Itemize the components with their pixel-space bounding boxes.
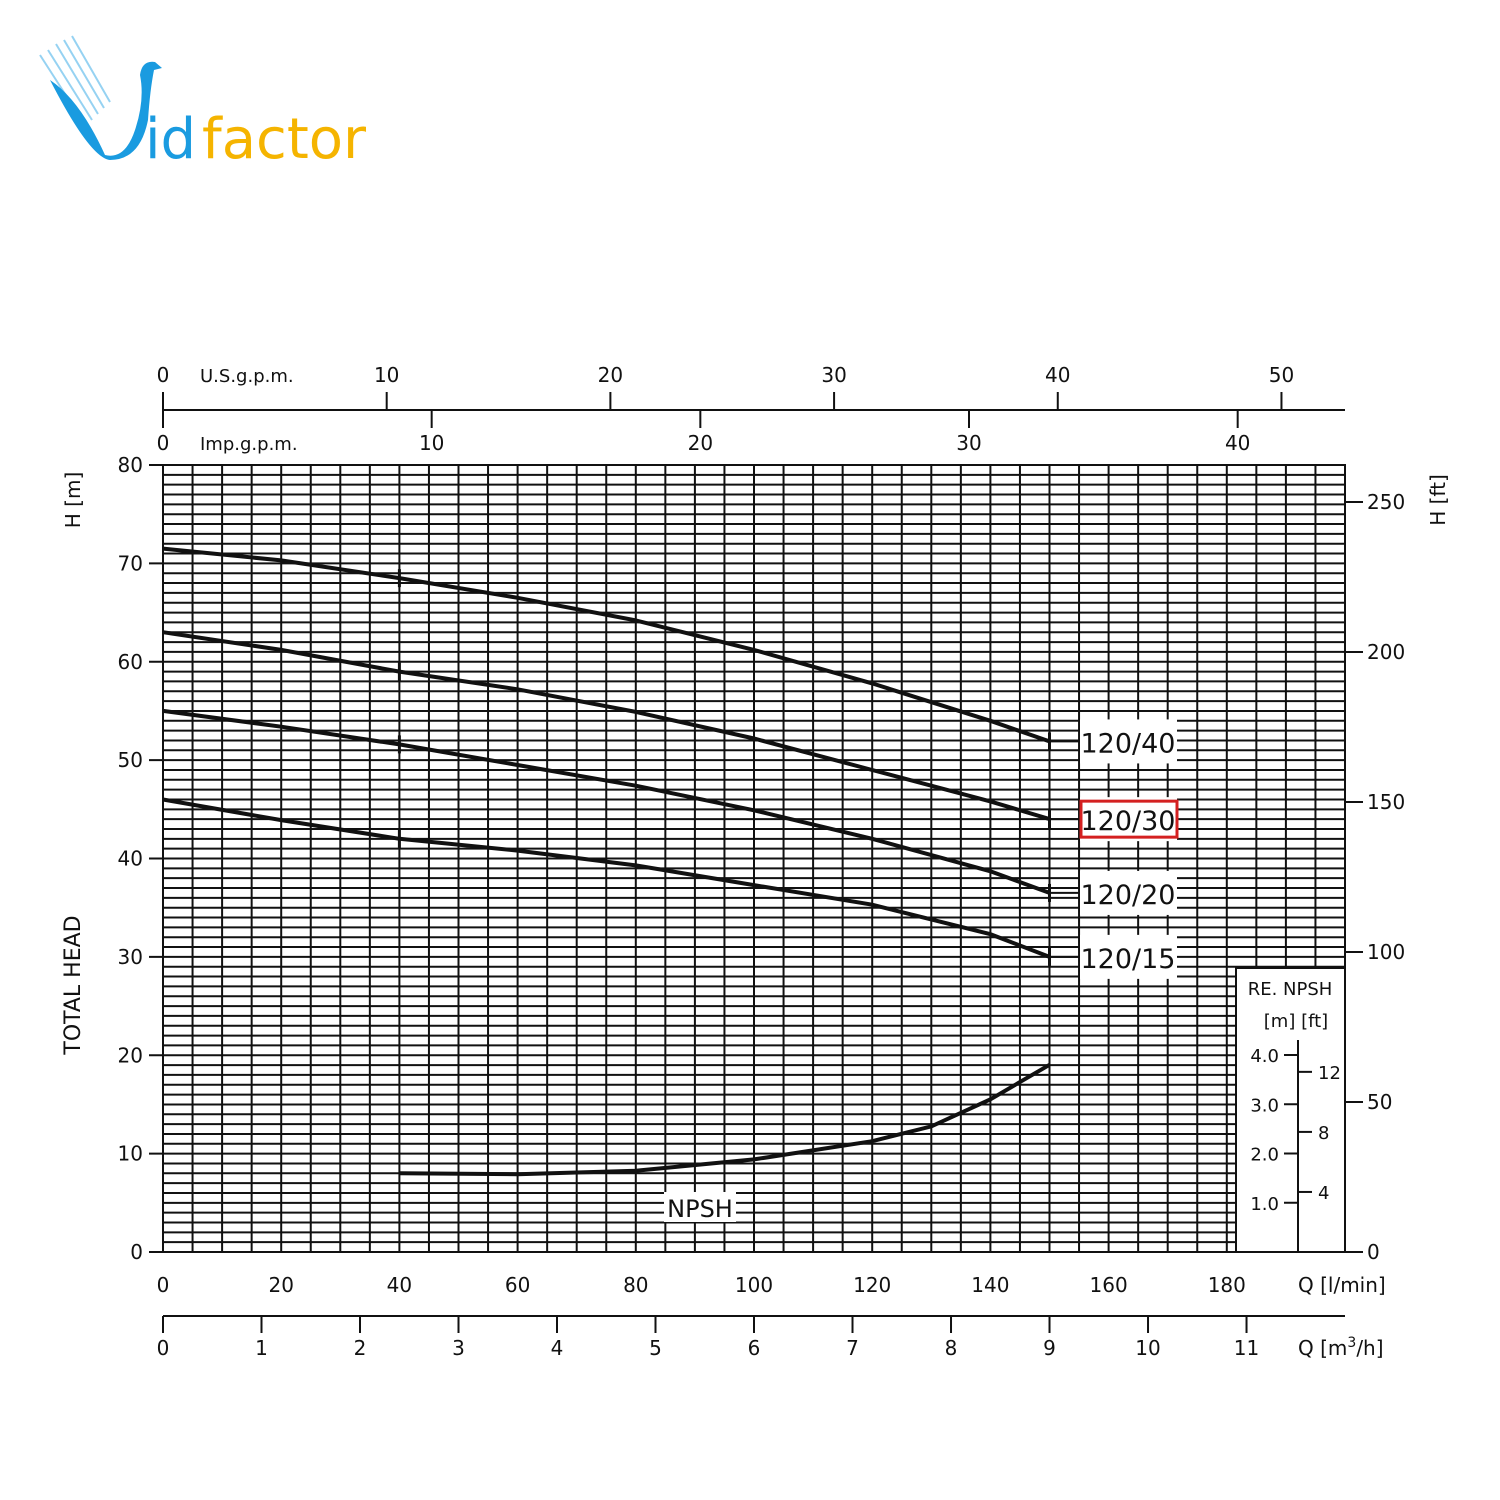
curve-label-120-30: 120/30 bbox=[1081, 806, 1176, 837]
curve-label-bg bbox=[1080, 934, 1177, 979]
us-gpm-tick-label: 50 bbox=[1269, 363, 1294, 387]
vidfactor-logo: id factor bbox=[39, 35, 367, 170]
npsh-m-tick-label: 2.0 bbox=[1250, 1145, 1279, 1166]
y-right-tick-label: 50 bbox=[1367, 1090, 1392, 1114]
m3h-axis-label-end: /h] bbox=[1356, 1336, 1383, 1360]
y-tick-label: 70 bbox=[118, 551, 143, 575]
m3h-tick-label: 8 bbox=[945, 1336, 958, 1360]
y-right-tick-label: 100 bbox=[1367, 940, 1405, 964]
x-tick-label: 0 bbox=[157, 1273, 170, 1297]
curve-label-120-20: 120/20 bbox=[1081, 880, 1176, 911]
m3h-axis-label-sup: 3 bbox=[1347, 1335, 1356, 1351]
y-right-tick-label: 150 bbox=[1367, 790, 1405, 814]
npsh-label-bg bbox=[664, 1192, 736, 1222]
m3h-tick-label: 11 bbox=[1234, 1336, 1259, 1360]
logo-bird-icon bbox=[39, 35, 162, 160]
m3h-tick-label: 3 bbox=[452, 1336, 465, 1360]
y-tick-label: 30 bbox=[118, 945, 143, 969]
y-right-tick-label: 250 bbox=[1367, 490, 1405, 514]
m3h-tick-label: 4 bbox=[551, 1336, 564, 1360]
m3h-tick-label: 7 bbox=[846, 1336, 859, 1360]
npsh-inset-title: RE. NPSH bbox=[1248, 979, 1333, 1000]
npsh-curve bbox=[399, 1063, 1051, 1177]
y-right-tick-label: 0 bbox=[1367, 1240, 1380, 1264]
us-gpm-tick-label: 20 bbox=[598, 363, 623, 387]
us-gpm-tick-label: 30 bbox=[821, 363, 846, 387]
x-tick-label: 140 bbox=[971, 1273, 1009, 1297]
y-tick-label: 60 bbox=[118, 650, 143, 674]
x-tick-label: 180 bbox=[1208, 1273, 1246, 1297]
imp-gpm-tick-label: 40 bbox=[1225, 431, 1250, 455]
m3h-tick-label: 6 bbox=[748, 1336, 761, 1360]
m3h-tick-label: 5 bbox=[649, 1336, 662, 1360]
y-tick-label: 0 bbox=[130, 1240, 143, 1264]
y-tick-label: 80 bbox=[118, 453, 143, 477]
m3h-axis-label: Q [m3/h] bbox=[1298, 1335, 1384, 1360]
x-tick-label: 20 bbox=[268, 1273, 293, 1297]
x-axis-label: Q [l/min] bbox=[1298, 1273, 1386, 1297]
x-tick-label: 160 bbox=[1090, 1273, 1128, 1297]
curve-label-120-15: 120/15 bbox=[1081, 944, 1176, 975]
y-tick-label: 20 bbox=[118, 1043, 143, 1067]
curve-120-20 bbox=[162, 708, 1051, 895]
imp-gpm-tick-label: 30 bbox=[956, 431, 981, 455]
highlight-box bbox=[1079, 799, 1179, 839]
imp-gpm-tick-label: 20 bbox=[688, 431, 713, 455]
curve-label-120-40: 120/40 bbox=[1081, 728, 1176, 759]
us-gpm-tick-label: 0 bbox=[157, 363, 170, 387]
x-tick-label: 40 bbox=[387, 1273, 412, 1297]
y-right-tick-label: 200 bbox=[1367, 640, 1405, 664]
m3h-tick-label: 1 bbox=[255, 1336, 268, 1360]
grid bbox=[162, 464, 1346, 1253]
curve-label-bg bbox=[1080, 870, 1177, 915]
y-tick-label: 40 bbox=[118, 847, 143, 871]
y-right-axis-label: H [ft] bbox=[1426, 474, 1450, 526]
npsh-label: NPSH bbox=[667, 1195, 733, 1223]
y-axis-title: TOTAL HEAD bbox=[61, 915, 86, 1055]
m3h-tick-label: 10 bbox=[1135, 1336, 1160, 1360]
plot-frame bbox=[162, 464, 1346, 1253]
curve-label-bg bbox=[1080, 797, 1177, 842]
y-tick-label: 10 bbox=[118, 1142, 143, 1166]
curve-120-15 bbox=[162, 797, 1051, 959]
us-gpm-axis-label: U.S.g.p.m. bbox=[200, 366, 294, 387]
imp-gpm-tick-label: 0 bbox=[157, 431, 170, 455]
m3h-tick-label: 0 bbox=[157, 1336, 170, 1360]
npsh-m-tick-label: 4.0 bbox=[1250, 1046, 1279, 1067]
npsh-m-tick-label: 1.0 bbox=[1250, 1194, 1279, 1215]
x-tick-label: 80 bbox=[623, 1273, 648, 1297]
x-tick-label: 100 bbox=[735, 1273, 773, 1297]
npsh-m-tick-label: 3.0 bbox=[1250, 1095, 1279, 1116]
x-tick-label: 120 bbox=[853, 1273, 891, 1297]
npsh-inset-units: [m] [ft] bbox=[1264, 1011, 1328, 1032]
curve-120-30 bbox=[162, 630, 1051, 822]
m3h-tick-label: 2 bbox=[354, 1336, 367, 1360]
curve-label-bg bbox=[1080, 719, 1177, 764]
logo-text-factor: factor bbox=[202, 107, 367, 170]
imp-gpm-tick-label: 10 bbox=[419, 431, 444, 455]
us-gpm-tick-label: 40 bbox=[1045, 363, 1070, 387]
npsh-ft-tick-label: 8 bbox=[1318, 1123, 1329, 1144]
logo-text-id: id bbox=[145, 107, 196, 170]
x-tick-label: 60 bbox=[505, 1273, 530, 1297]
y-tick-label: 50 bbox=[118, 748, 143, 772]
us-gpm-tick-label: 10 bbox=[374, 363, 399, 387]
m3h-tick-label: 9 bbox=[1043, 1336, 1056, 1360]
npsh-ft-tick-label: 12 bbox=[1318, 1063, 1341, 1084]
npsh-ft-tick-label: 4 bbox=[1318, 1183, 1329, 1204]
curve-120-40 bbox=[162, 546, 1051, 744]
y-axis-label: H [m] bbox=[61, 472, 85, 528]
imp-gpm-axis-label: Imp.g.p.m. bbox=[200, 434, 298, 455]
